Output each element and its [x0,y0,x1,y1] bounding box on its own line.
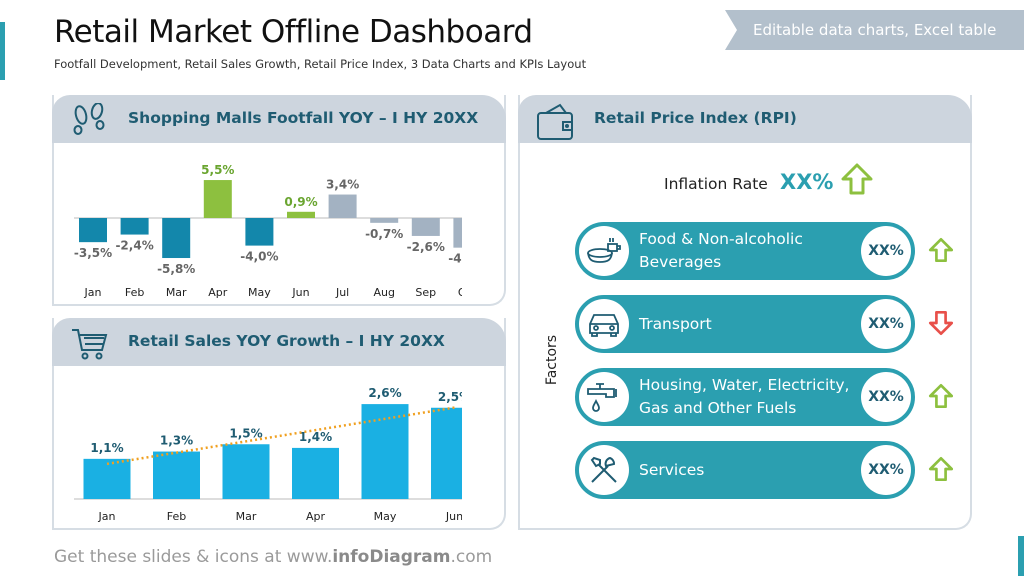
factor-label: Transport [639,314,712,333]
data-label: -2,6% [407,240,445,254]
x-tick-label: Jun [291,286,309,299]
x-tick-label: Mar [166,286,187,299]
bar [370,218,399,223]
factor-value: XX% [861,299,911,349]
x-tick-label: Apr [306,510,326,523]
x-tick-label: Sep [415,286,436,299]
factor-value: XX% [861,226,911,276]
faucet-icon [579,372,629,422]
factor-value: XX% [861,372,911,422]
data-label: -3,5% [74,246,112,260]
panel-title: Retail Sales YOY Growth – I HY 20XX [128,332,445,350]
x-tick-label: Mar [236,510,257,523]
data-label: 3,4% [326,178,359,192]
x-tick-label: Feb [125,286,144,299]
x-tick-label: Jan [98,510,116,523]
data-label: 2,6% [368,386,401,400]
car-icon [579,299,629,349]
arrow-up-icon [841,163,873,195]
factor-label: Housing, Water, Electricity, Gas and Oth… [639,376,850,417]
bar [328,194,357,218]
wallet-icon [537,103,573,140]
x-tick-label: Feb [167,510,186,523]
data-label: 1,5% [229,426,262,440]
bar [162,218,191,259]
data-label: -4,3% [448,252,462,266]
accent-tab [0,22,5,80]
panel-header: Retail Price Index (RPI) [518,95,972,143]
data-label: -0,7% [365,227,403,241]
bar [153,451,200,499]
bar [453,218,462,248]
data-label: -4,0% [240,250,278,264]
bar [292,447,339,499]
factor-housing: Housing, Water, Electricity, Gas and Oth… [575,368,915,426]
factor-food: Food & Non-alcoholic Beverages XX% [575,222,915,280]
factor-services: Services XX% [575,441,915,499]
x-tick-label: Jun [445,510,462,523]
factor-value: XX% [861,445,911,495]
panel-header: Shopping Malls Footfall YOY – I HY 20XX [52,95,506,143]
inflation-label: Inflation Rate [664,175,768,193]
footer-text: Get these slides & icons at www. [54,547,333,567]
footfall-panel: Shopping Malls Footfall YOY – I HY 20XX … [52,95,506,306]
shopping-cart-icon [72,329,108,360]
bar [245,218,274,246]
x-tick-label: Aug [373,286,394,299]
bar [287,211,315,218]
footprints-icon [73,103,105,135]
bar [203,180,232,218]
bar [222,444,270,499]
footfall-chart: -3,5% Jan -2,4% Feb -5,8% Mar 5,5% Apr -4,0% May 0… [74,163,462,299]
arrow-up-icon [928,236,954,268]
data-label: 0,9% [284,195,317,209]
banner: Editable data charts, Excel table [725,10,1024,50]
data-label: -2,4% [115,239,153,253]
panel-title: Retail Price Index (RPI) [594,109,797,127]
bar [411,218,440,236]
bar [83,458,131,499]
factor-label: Food & Non-alcoholic Beverages [639,230,803,271]
sales-panel: Retail Sales YOY Growth – I HY 20XX 1,1%… [52,318,506,530]
panel-header: Retail Sales YOY Growth – I HY 20XX [52,318,506,366]
x-tick-label: Jan [84,286,102,299]
bar [79,218,107,243]
factor-label: Services [639,460,705,479]
food-icon [579,226,629,276]
data-label: 5,5% [201,163,234,177]
footer-brand: infoDiagram [332,547,451,567]
inflation-value: XX% [780,170,834,194]
panel-title: Shopping Malls Footfall YOY – I HY 20XX [128,109,479,127]
trendline [106,406,455,466]
footer: Get these slides & icons at www.infoDiag… [54,547,492,567]
tools-icon [579,445,629,495]
accent-tab [1018,536,1024,576]
x-tick-label: Jul [335,286,349,299]
x-tick-label: May [248,286,271,299]
data-label: -5,8% [157,262,195,276]
arrow-up-icon [928,382,954,414]
bar [431,407,462,499]
arrow-down-icon [928,309,954,341]
data-label: 1,4% [299,430,332,444]
data-label: 1,1% [90,441,123,455]
arrow-up-icon [928,455,954,487]
page-subtitle: Footfall Development, Retail Sales Growt… [54,57,587,71]
x-tick-label: Oct [458,286,462,299]
factor-transport: Transport XX% [575,295,915,353]
data-label: 1,3% [160,434,193,448]
page-title: Retail Market Offline Dashboard [54,14,533,50]
footer-text: .com [450,547,493,567]
sales-chart: 1,1% Jan 1,3% Feb 1,5% Mar 1,4% Apr 2,6% May 2,5% J… [74,386,462,523]
x-tick-label: Apr [208,286,228,299]
data-label: 2,5% [438,390,462,404]
rpi-panel: Retail Price Index (RPI) [518,95,972,530]
bar [120,218,149,235]
x-tick-label: May [374,510,397,523]
factors-axis-label: Factors [544,334,560,386]
